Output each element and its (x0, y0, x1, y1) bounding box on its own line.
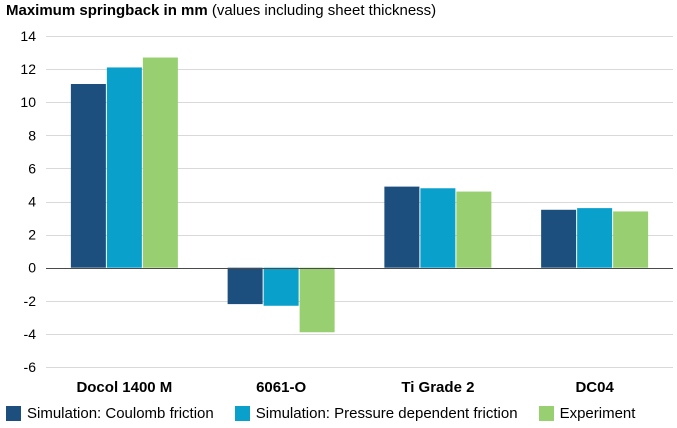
y-tick-label: -4 (24, 326, 37, 342)
x-category-label: DC04 (575, 379, 614, 396)
bar-experiment (613, 211, 649, 268)
legend-item-pressure: Simulation: Pressure dependent friction (234, 405, 518, 422)
legend-label-pressure: Simulation: Pressure dependent friction (255, 405, 518, 422)
x-category-label: Docol 1400 M (76, 379, 172, 396)
legend-swatch-coulomb (6, 406, 21, 421)
y-tick-label: -2 (24, 293, 37, 309)
y-tick-label: -6 (24, 359, 37, 375)
chart-title-main: Maximum springback in mm (6, 2, 208, 19)
y-tick-label: 6 (28, 160, 36, 176)
x-category-label: 6061-O (256, 379, 306, 396)
y-tick-label: 10 (20, 94, 36, 110)
y-tick-label: 2 (28, 227, 36, 243)
y-tick-label: 14 (20, 28, 36, 44)
legend-label-coulomb: Simulation: Coulomb friction (27, 405, 214, 422)
y-tick-label: 12 (20, 61, 36, 77)
legend-swatch-pressure (234, 406, 250, 421)
legend-item-experiment: Experiment (538, 405, 636, 422)
bar-coulomb (384, 186, 420, 268)
chart-subtitle: (values including sheet thickness) (211, 2, 437, 19)
bar-experiment (299, 267, 335, 333)
bar-pressure (420, 188, 456, 268)
bar-coulomb (70, 83, 106, 268)
y-tick-label: 8 (28, 127, 36, 143)
legend-label-experiment: Experiment (559, 405, 636, 422)
legend-item-coulomb: Simulation: Coulomb friction (6, 405, 214, 422)
bar-pressure (106, 67, 142, 268)
bar-coulomb (541, 209, 577, 268)
bar-pressure (577, 208, 613, 268)
bar-coulomb (227, 267, 263, 305)
x-category-label: Ti Grade 2 (401, 379, 474, 396)
bar-experiment (456, 191, 492, 268)
chart-legend: Simulation: Coulomb friction Simulation:… (6, 405, 635, 422)
legend-swatch-experiment (538, 406, 554, 421)
bar-pressure (263, 267, 299, 306)
bar-experiment (142, 57, 178, 268)
y-tick-label: 0 (28, 260, 36, 276)
chart-title: Maximum springback in mm (values includi… (6, 2, 436, 19)
y-tick-label: 4 (28, 194, 36, 210)
